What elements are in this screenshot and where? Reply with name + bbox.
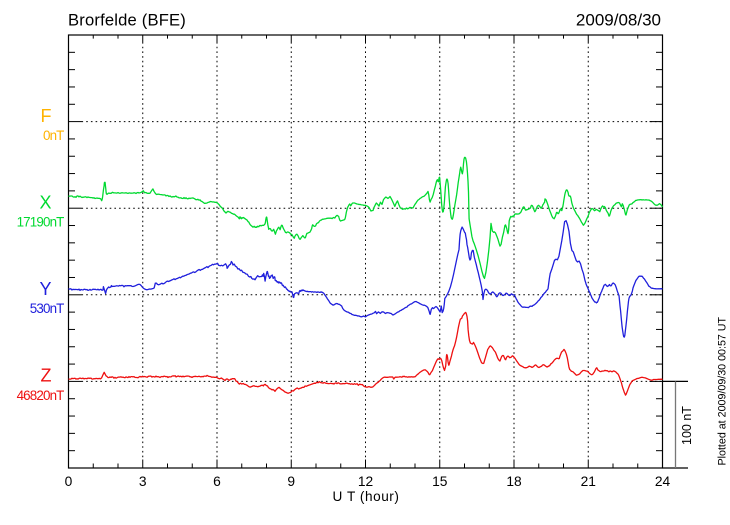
svg-text:2009/08/30: 2009/08/30 [576, 11, 661, 30]
svg-text:6: 6 [213, 474, 221, 489]
svg-text:46820nT: 46820nT [17, 388, 65, 403]
svg-text:17190nT: 17190nT [17, 215, 65, 230]
svg-text:530nT: 530nT [30, 301, 64, 316]
svg-text:U T (hour): U T (hour) [333, 489, 400, 504]
svg-text:24: 24 [655, 474, 671, 489]
svg-text:Z: Z [41, 366, 52, 386]
svg-text:Y: Y [39, 279, 51, 299]
svg-text:Plotted at 2009/09/30 00:57 UT: Plotted at 2009/09/30 00:57 UT [717, 316, 729, 465]
svg-text:F: F [41, 106, 52, 126]
svg-text:0: 0 [65, 474, 73, 489]
svg-text:X: X [39, 193, 51, 213]
svg-text:12: 12 [358, 474, 373, 489]
svg-text:18: 18 [506, 474, 522, 489]
svg-text:9: 9 [287, 474, 295, 489]
svg-text:100 nT: 100 nT [680, 406, 694, 445]
svg-text:15: 15 [432, 474, 448, 489]
svg-text:21: 21 [581, 474, 596, 489]
svg-text:Brorfelde (BFE): Brorfelde (BFE) [68, 10, 186, 29]
svg-text:0nT: 0nT [43, 128, 64, 143]
svg-text:3: 3 [139, 474, 147, 489]
